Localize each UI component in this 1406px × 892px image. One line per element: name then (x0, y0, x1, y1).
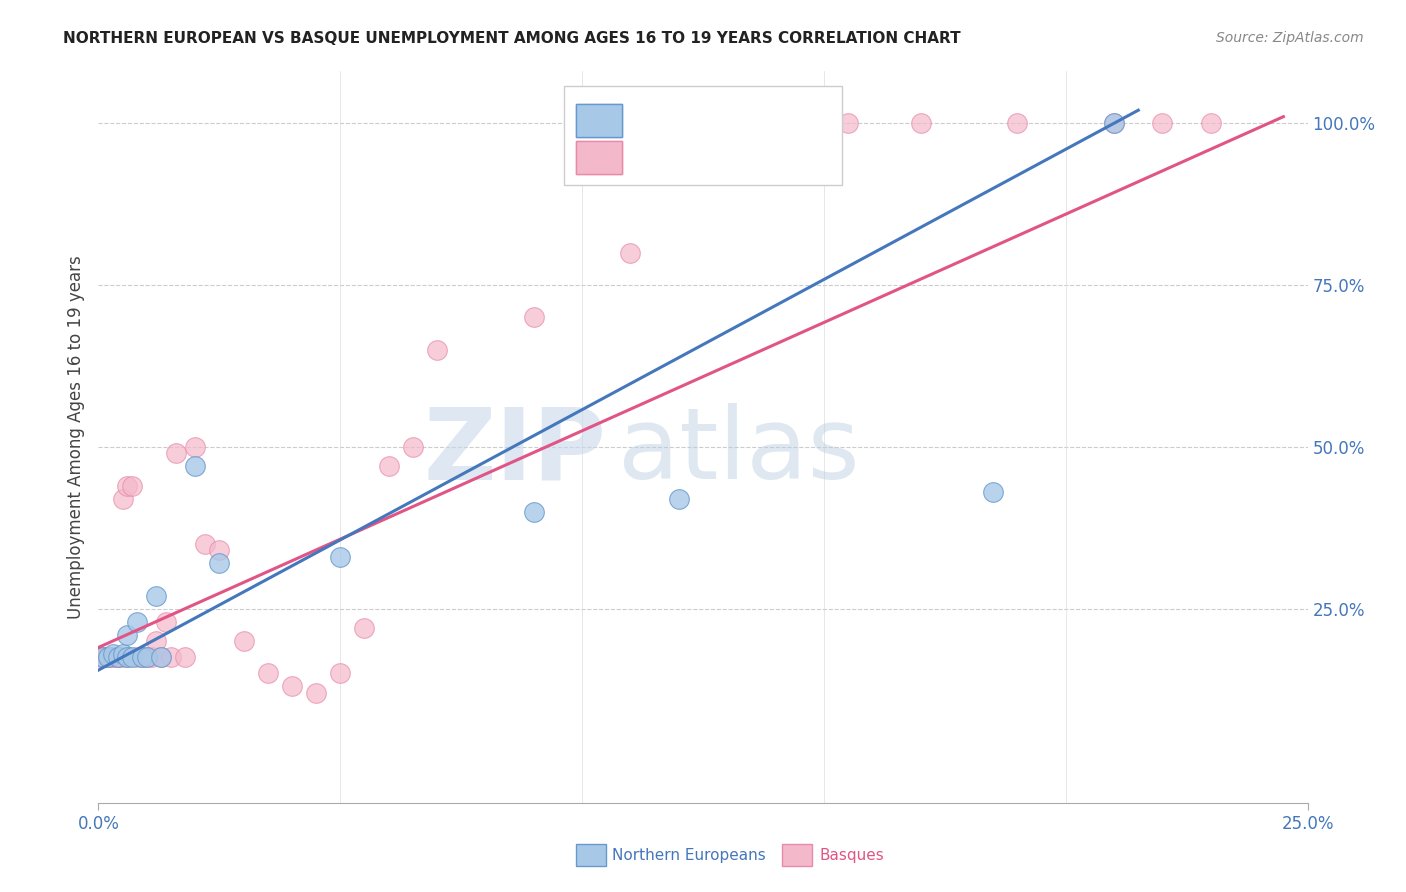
Point (131, 650, 153, 665)
Point (117, 478, 139, 492)
Point (716, 116, 738, 130)
Point (121, 650, 143, 665)
Point (127, 650, 149, 665)
Point (910, 116, 932, 130)
Point (1199, 116, 1222, 130)
Point (90, 650, 112, 665)
Point (111, 491, 134, 506)
Point (1102, 116, 1125, 130)
Point (97, 650, 120, 665)
Text: ZIP: ZIP (423, 403, 606, 500)
Point (232, 634, 254, 648)
Point (160, 650, 183, 665)
Point (165, 446, 187, 460)
Point (837, 116, 859, 130)
Text: atlas: atlas (619, 403, 860, 500)
Point (101, 650, 124, 665)
Point (111, 647, 134, 661)
Point (150, 650, 173, 665)
Point (97, 650, 120, 665)
Text: Northern Europeans: Northern Europeans (613, 848, 766, 863)
Point (145, 589, 167, 603)
Point (107, 650, 129, 665)
Point (523, 504, 546, 518)
Point (127, 615, 149, 629)
Y-axis label: Unemployment Among Ages 16 to 19 years: Unemployment Among Ages 16 to 19 years (66, 255, 84, 619)
Point (107, 650, 129, 665)
Text: Source: ZipAtlas.com: Source: ZipAtlas.com (1216, 31, 1364, 45)
Point (402, 440, 425, 454)
Point (107, 650, 129, 665)
Point (353, 621, 375, 635)
Point (1007, 116, 1029, 130)
Point (329, 549, 352, 564)
Text: NORTHERN EUROPEAN VS BASQUE UNEMPLOYMENT AMONG AGES 16 TO 19 YEARS CORRELATION C: NORTHERN EUROPEAN VS BASQUE UNEMPLOYMENT… (63, 31, 960, 46)
Point (91, 650, 114, 665)
Point (150, 650, 173, 665)
FancyBboxPatch shape (576, 141, 621, 174)
Point (111, 650, 134, 665)
Point (155, 615, 177, 629)
Point (91, 650, 114, 665)
Point (174, 650, 197, 665)
FancyBboxPatch shape (576, 104, 621, 137)
Point (117, 650, 139, 665)
Text: Basques: Basques (820, 848, 884, 863)
Point (523, 310, 546, 325)
Point (194, 537, 217, 551)
Point (101, 650, 124, 665)
Point (1152, 116, 1174, 130)
Point (329, 666, 352, 681)
Point (184, 459, 207, 474)
Point (1102, 116, 1125, 130)
Point (145, 634, 167, 648)
Point (101, 647, 124, 661)
Point (131, 650, 153, 665)
Point (135, 650, 157, 665)
FancyBboxPatch shape (782, 845, 811, 866)
FancyBboxPatch shape (576, 845, 606, 866)
Point (135, 650, 157, 665)
Point (305, 686, 328, 700)
Point (619, 245, 641, 260)
Point (426, 343, 449, 357)
Point (377, 459, 399, 474)
Point (91, 650, 114, 665)
Point (208, 543, 231, 558)
Point (141, 650, 163, 665)
Text: R = 0.495   N = 46: R = 0.495 N = 46 (630, 145, 801, 163)
Text: R = 0.776   N = 20: R = 0.776 N = 20 (630, 109, 801, 127)
Point (121, 478, 143, 492)
Point (208, 557, 231, 571)
Point (281, 679, 304, 693)
FancyBboxPatch shape (564, 86, 842, 185)
Point (117, 627, 139, 641)
Point (184, 440, 207, 454)
Point (97, 650, 120, 665)
Point (981, 485, 1004, 500)
Point (256, 666, 278, 681)
Point (107, 650, 129, 665)
Point (668, 491, 690, 506)
Point (117, 650, 139, 665)
